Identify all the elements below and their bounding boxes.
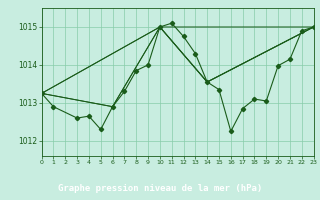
Text: Graphe pression niveau de la mer (hPa): Graphe pression niveau de la mer (hPa) <box>58 184 262 193</box>
